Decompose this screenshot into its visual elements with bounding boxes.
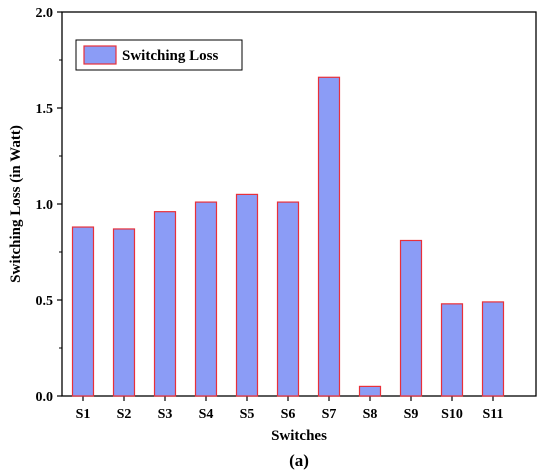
bar-series: [71, 76, 505, 397]
bar-s5: [235, 193, 259, 397]
bar-s1: [71, 226, 95, 397]
legend: Switching Loss: [75, 39, 243, 71]
x-axis-title: Switches: [271, 428, 327, 444]
y-axis: 0.0 0.5 1.0 1.5 2.0: [36, 6, 62, 405]
x-tick-label-s11: S11: [482, 407, 503, 422]
x-tick-label-s6: S6: [281, 407, 296, 422]
bar-s6: [276, 201, 300, 397]
bar-s8: [358, 385, 382, 397]
x-tick-label-s3: S3: [158, 407, 173, 422]
legend-swatch: [83, 45, 117, 65]
y-axis-title: Switching Loss (in Watt): [8, 125, 24, 283]
x-tick-label-s7: S7: [322, 407, 337, 422]
y-tick-label: 2.0: [36, 6, 54, 21]
x-axis: S1 S2 S3 S4 S5 S6 S7 S8 S9 S10 S11: [76, 396, 504, 422]
bar-s9: [399, 239, 423, 397]
bar-s2: [112, 228, 136, 397]
bar-s10: [440, 303, 464, 397]
x-tick-label-s1: S1: [76, 407, 91, 422]
y-tick-label: 1.5: [36, 102, 54, 117]
bar-s4: [194, 201, 218, 397]
y-tick-label: 1.0: [36, 198, 54, 213]
x-tick-label-s10: S10: [441, 407, 463, 422]
x-tick-label-s9: S9: [404, 407, 419, 422]
legend-label: Switching Loss: [122, 48, 218, 64]
x-tick-label-s5: S5: [240, 407, 255, 422]
bar-s11: [481, 301, 505, 397]
bar-s7: [317, 76, 341, 397]
x-tick-label-s2: S2: [117, 407, 132, 422]
figure-caption: (a): [289, 451, 309, 470]
y-tick-label: 0.0: [36, 390, 54, 405]
x-tick-label-s4: S4: [199, 407, 214, 422]
y-tick-label: 0.5: [36, 294, 54, 309]
bar-s3: [153, 211, 177, 397]
x-tick-label-s8: S8: [363, 407, 378, 422]
